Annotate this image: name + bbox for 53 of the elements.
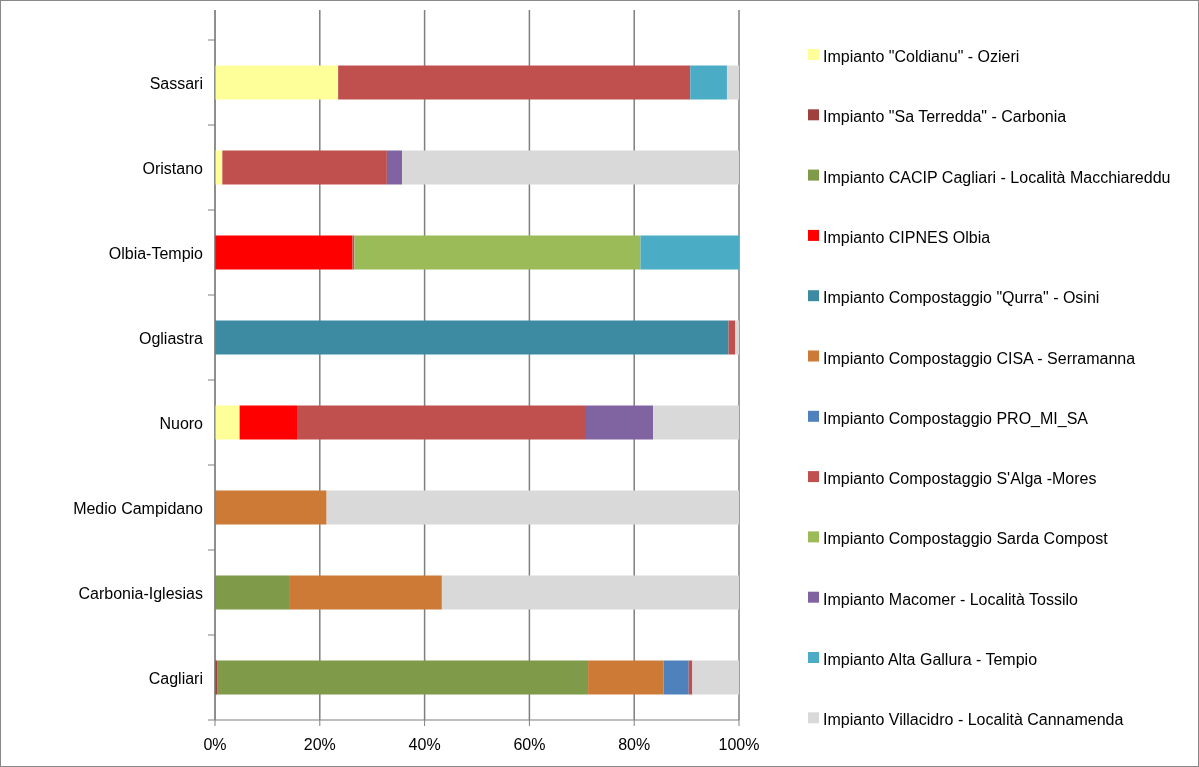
bar: [215, 575, 290, 610]
y-tick-label: Medio Campidano: [73, 499, 204, 517]
legend-label: Impianto "Coldianu" - Ozieri: [823, 48, 1020, 65]
bar: [326, 490, 739, 525]
bar: [386, 150, 403, 185]
legend-label: Impianto Compostaggio "Qurra" - Osini: [823, 289, 1100, 307]
y-tick-label: Olbia-Tempio: [108, 244, 204, 262]
x-tick-label: 0%: [203, 736, 227, 753]
y-tick-label: Cagliari: [148, 669, 203, 687]
legend-label: Impianto Alta Gallura - Tempio: [823, 651, 1038, 668]
x-tick-label: 60%: [513, 736, 546, 753]
legend-label: Impianto Macomer - Località Tossilo: [823, 590, 1079, 608]
y-tick-label: Nuoro: [159, 414, 204, 432]
legend-label: Impianto Villacidro - Località Cannamenda: [823, 711, 1124, 729]
bar: [217, 660, 589, 695]
bar: [215, 490, 327, 525]
legend-label: Impianto Compostaggio CISA - Serramanna: [823, 349, 1136, 367]
legend-label: Impianto Compostaggio S'Alga -Mores: [823, 470, 1097, 488]
bar: [585, 405, 654, 440]
legend-label: Impianto Compostaggio Sarda Compost: [823, 530, 1109, 548]
bar: [352, 235, 355, 270]
bar: [215, 65, 339, 100]
y-tick-label: Sassari: [149, 74, 203, 92]
bar: [692, 660, 739, 695]
bar: [239, 405, 298, 440]
y-tick-label: Ogliastra: [138, 329, 204, 347]
bar: [402, 150, 739, 185]
bar: [215, 320, 729, 355]
legend-label: Impianto "Sa Terredda" - Carbonia: [823, 108, 1067, 126]
x-tick-label: 100%: [718, 736, 760, 753]
legend-label: Impianto Compostaggio PRO_MI_SA: [823, 409, 1089, 428]
bar: [735, 320, 739, 355]
bar: [222, 150, 387, 185]
x-tick-label: 40%: [408, 736, 441, 753]
bar: [354, 235, 641, 270]
bar: [690, 65, 727, 100]
bar: [441, 575, 739, 610]
bar: [663, 660, 689, 695]
legend-label: Impianto CACIP Cagliari - Località Macchiareddu: [823, 168, 1171, 186]
bar: [726, 65, 739, 100]
legend-label: Impianto CIPNES Olbia: [823, 228, 991, 246]
x-tick-label: 80%: [618, 736, 651, 753]
y-tick-label: Carbonia-Iglesias: [78, 584, 203, 602]
bar: [215, 405, 240, 440]
bar: [338, 65, 691, 100]
bar: [215, 235, 353, 270]
bar: [640, 235, 739, 270]
x-tick-label: 20%: [303, 736, 336, 753]
y-tick-label: Oristano: [142, 159, 204, 177]
bar: [297, 405, 586, 440]
bar: [588, 660, 664, 695]
bar: [653, 405, 739, 440]
bar: [289, 575, 442, 610]
